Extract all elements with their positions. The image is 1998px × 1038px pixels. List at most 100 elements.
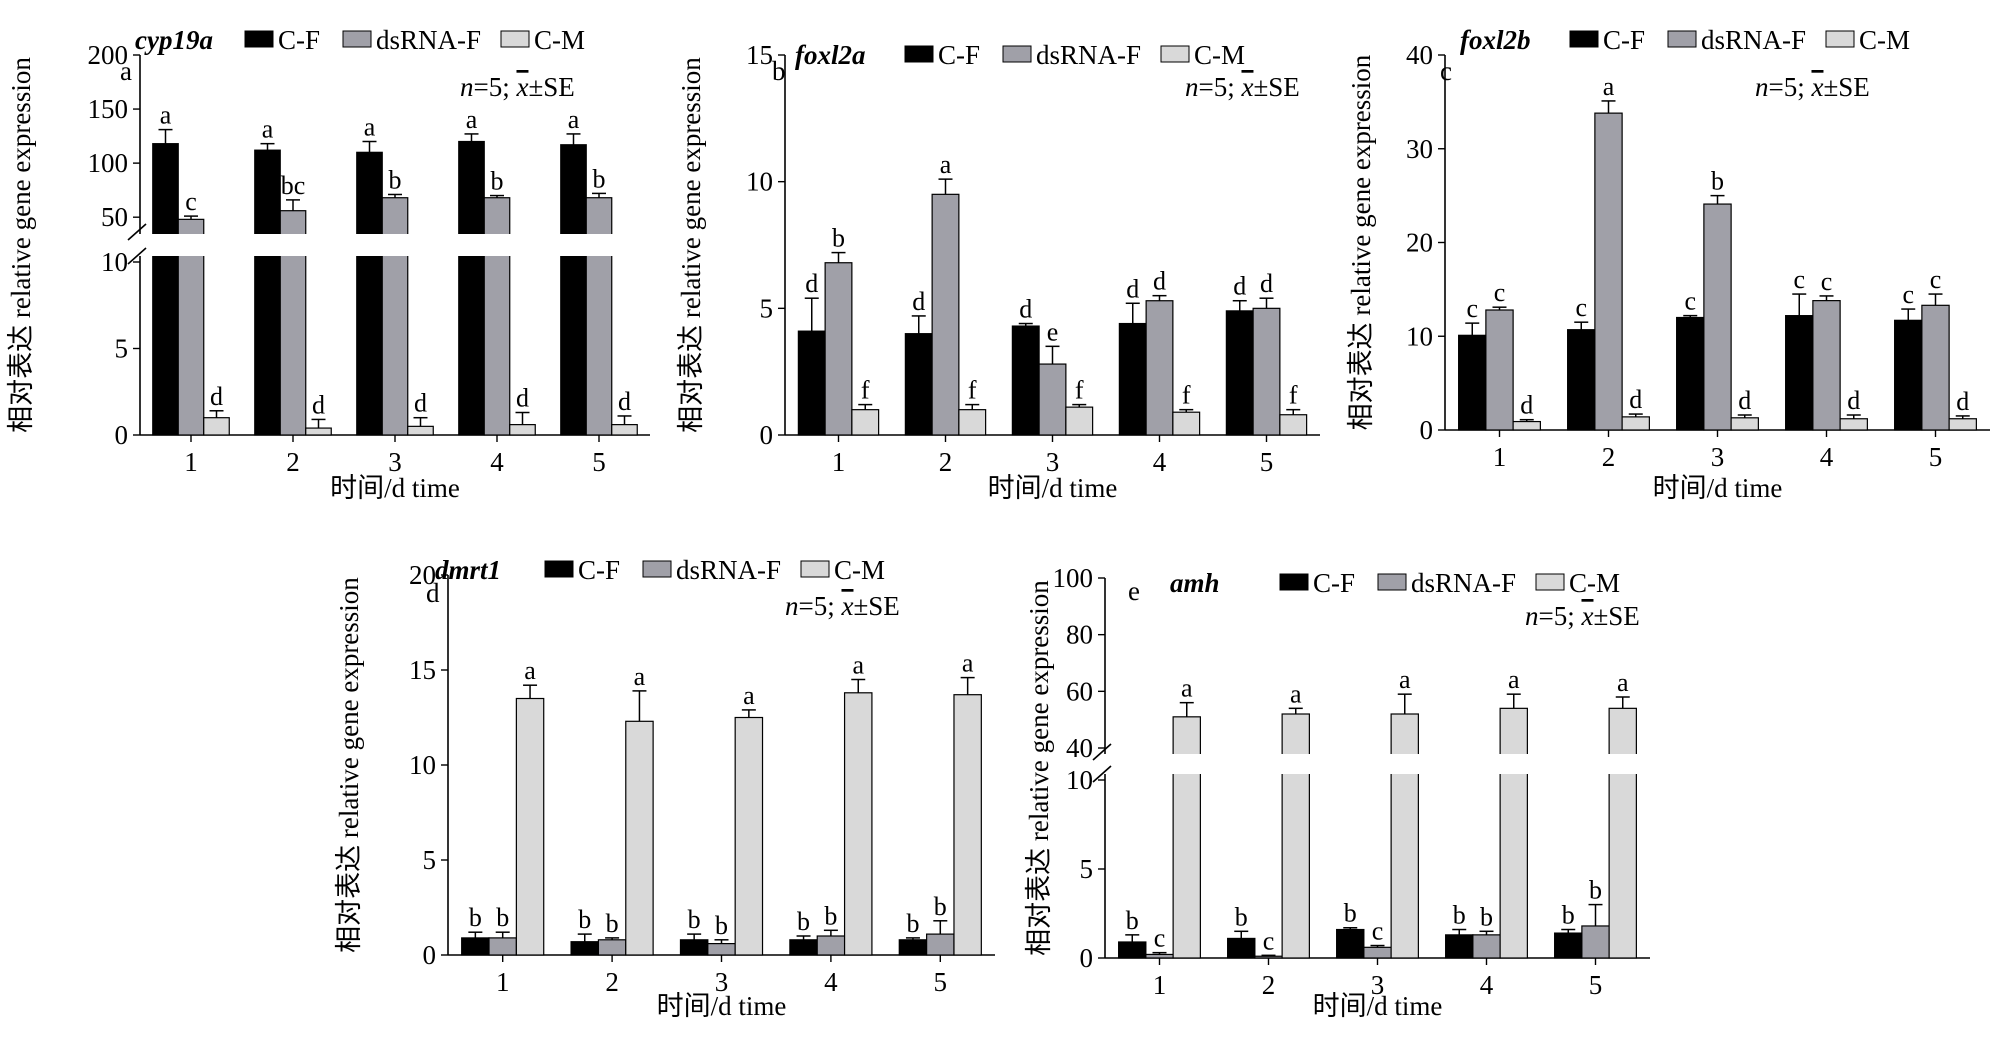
significance-label: d <box>1233 272 1246 301</box>
significance-label: a <box>962 649 974 678</box>
gene-name: dmrt1 <box>435 555 501 585</box>
significance-label: d <box>1956 387 1969 416</box>
x-tick-label: 4 <box>1153 447 1167 477</box>
significance-label: d <box>414 389 427 418</box>
significance-label: b <box>715 911 728 940</box>
bar-dsrna-f-day1 <box>1145 953 1174 959</box>
bar-c-m-day1 <box>1512 420 1541 431</box>
significance-label: b <box>1453 901 1466 930</box>
legend-swatch-dsrna-f <box>1377 573 1407 591</box>
y-axis-label: 相对表达 relative gene expression <box>6 57 36 433</box>
significance-label: b <box>389 165 402 194</box>
y-tick-label: 50 <box>101 202 128 232</box>
x-axis-label: 时间/d time <box>657 991 787 1021</box>
bar-c-f-day1 <box>461 937 490 956</box>
bar-break-gap <box>177 234 205 256</box>
y-tick-label: 100 <box>1053 563 1094 593</box>
gene-name: cyp19a <box>135 25 213 55</box>
bar-c-m-day5 <box>611 424 638 436</box>
bar-dsrna-f-day3 <box>1363 946 1392 959</box>
significance-label: b <box>578 905 591 934</box>
x-tick-label: 1 <box>832 447 846 477</box>
y-tick-label: 5 <box>760 293 774 323</box>
significance-label: b <box>906 909 919 938</box>
bar-dsrna-f-day3 <box>707 942 736 956</box>
significance-label: d <box>1153 267 1166 296</box>
x-axis-label: 时间/d time <box>1653 473 1783 503</box>
legend-swatch-dsrna-f <box>1002 45 1032 63</box>
bar-c-m-day1 <box>203 417 230 436</box>
bar-break-gap <box>1608 754 1638 774</box>
y-tick-label: 100 <box>88 148 129 178</box>
legend-label: C-F <box>578 555 620 585</box>
legend-swatch-c-m <box>500 30 530 48</box>
sample-annotation: n=5; x±SE <box>1185 72 1300 102</box>
x-tick-label: 4 <box>490 447 504 477</box>
significance-label: d <box>1260 269 1273 298</box>
legend-label: dsRNA-F <box>1411 568 1516 598</box>
bar-c-m-day2 <box>625 720 654 956</box>
legend-swatch-c-m <box>1160 45 1190 63</box>
x-tick-label: 4 <box>824 967 838 997</box>
bar-dsrna-f-day2 <box>597 939 627 956</box>
bar-dsrna-f-day1 <box>824 262 853 436</box>
significance-label: a <box>1399 665 1411 694</box>
significance-label: b <box>934 892 947 921</box>
significance-label: b <box>1126 906 1139 935</box>
bar-dsrna-f-day2 <box>1254 955 1283 959</box>
y-tick-label: 20 <box>409 560 436 590</box>
bar-break-gap <box>559 234 588 256</box>
y-tick-label: 0 <box>1420 415 1434 445</box>
significance-label: d <box>618 387 631 416</box>
bar-dsrna-f-day5 <box>926 933 955 956</box>
significance-label: c <box>1154 924 1166 953</box>
bar-c-m-day4 <box>843 692 873 956</box>
bar-c-f-day2 <box>254 149 281 436</box>
x-tick-label: 4 <box>1820 442 1834 472</box>
bar-c-f-day3 <box>1011 325 1040 436</box>
bar-c-m-day1 <box>515 697 545 956</box>
x-tick-label: 3 <box>1371 970 1385 1000</box>
legend-swatch-c-f <box>244 30 274 48</box>
y-axis-label: 相对表达 relative gene expression <box>1346 54 1376 430</box>
bar-c-f-day4 <box>789 939 818 956</box>
bar-dsrna-f-day5 <box>1921 304 1950 431</box>
significance-label: b <box>797 907 810 936</box>
panel-a: 0510501001502001acd2abcd3abd4abd5abd相对表达… <box>6 25 650 503</box>
bar-break-gap <box>457 234 486 256</box>
bar-c-m-day5 <box>1608 707 1637 959</box>
legend-swatch-c-f <box>1279 573 1309 591</box>
bar-break-gap <box>253 234 282 256</box>
bar-c-m-day2 <box>1281 713 1310 959</box>
significance-label: b <box>832 224 845 253</box>
bar-c-f-day1 <box>1118 941 1147 959</box>
legend-swatch-c-f <box>1569 30 1599 48</box>
y-tick-label: 30 <box>1406 134 1433 164</box>
x-tick-label: 1 <box>1493 442 1507 472</box>
bar-dsrna-f-day2 <box>931 193 960 436</box>
y-tick-label: 15 <box>409 655 436 685</box>
bar-c-f-day3 <box>1336 928 1365 959</box>
x-tick-label: 3 <box>1046 447 1060 477</box>
bar-dsrna-f-day4 <box>1145 300 1174 436</box>
significance-label: b <box>469 903 482 932</box>
bar-break-gap <box>1281 754 1311 774</box>
bar-c-m-day2 <box>1621 416 1650 431</box>
bar-dsrna-f-day1 <box>1485 309 1514 431</box>
bar-c-m-day4 <box>1839 418 1868 431</box>
sample-annotation: n=5; x±SE <box>1755 72 1870 102</box>
x-tick-label: 3 <box>1711 442 1725 472</box>
y-tick-label: 0 <box>423 940 437 970</box>
bar-c-m-day3 <box>1065 406 1094 436</box>
axis-break-mark <box>1092 743 1112 761</box>
bar-break-gap <box>151 234 180 256</box>
bar-c-f-day4 <box>1118 322 1147 436</box>
legend-swatch-dsrna-f <box>642 560 672 578</box>
y-tick-label: 200 <box>88 40 129 70</box>
significance-label: f <box>1289 381 1298 410</box>
significance-label: c <box>1821 267 1833 296</box>
y-tick-label: 150 <box>88 94 129 124</box>
bar-break-gap <box>1172 754 1202 774</box>
significance-label: c <box>185 187 197 216</box>
